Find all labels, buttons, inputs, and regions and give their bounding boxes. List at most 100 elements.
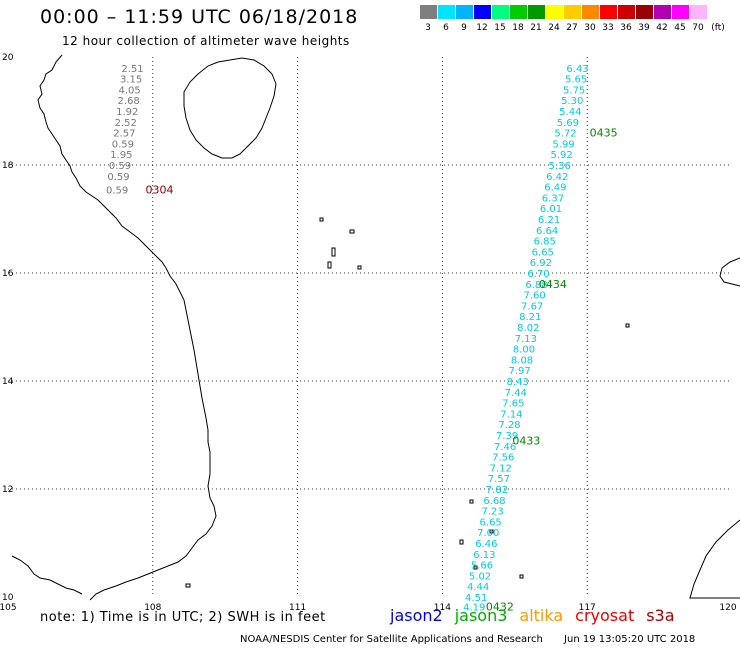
time-marker: 0304 xyxy=(146,183,174,196)
jason2-swh-value: 7.00 xyxy=(477,528,499,539)
scale-swatch-12 xyxy=(474,5,491,19)
time-marker: 0435 xyxy=(590,127,618,140)
cryosat-swh-value: 0.59 xyxy=(107,172,129,183)
credit-organization: NOAA/NESDIS Center for Satellite Applica… xyxy=(240,634,543,645)
scale-label-6: 6 xyxy=(443,23,449,33)
map-subtitle: 12 hour collection of altimeter wave hei… xyxy=(62,34,350,48)
jason2-swh-value: 8.08 xyxy=(511,355,533,366)
scale-swatch-42 xyxy=(654,5,671,19)
scale-label-27: 27 xyxy=(566,23,578,33)
lat-lon-grid xyxy=(8,57,732,597)
jason2-swh-value: 4.51 xyxy=(465,593,487,604)
lon-tick-label: 117 xyxy=(579,603,596,613)
scale-swatch-45 xyxy=(672,5,689,19)
vietnam-coastline xyxy=(37,54,217,601)
jason2-swh-value: 5.02 xyxy=(469,571,491,582)
cryosat-swh-value: 2.52 xyxy=(115,118,137,129)
con-dao-island xyxy=(185,583,191,588)
jason2-swh-value: 5.99 xyxy=(552,139,574,150)
jason2-swh-value: 8.21 xyxy=(519,312,541,323)
jason2-swh-value: 7.12 xyxy=(490,463,512,474)
scale-label-36: 36 xyxy=(620,23,632,33)
credit-timestamp: Jun 19 13:05:20 UTC 2018 xyxy=(564,634,696,645)
scale-label-3: 3 xyxy=(425,23,431,33)
lat-tick-label: 10 xyxy=(2,593,14,603)
coastline xyxy=(11,54,740,601)
scale-label-45: 45 xyxy=(674,23,686,33)
scale-label-39: 39 xyxy=(638,23,650,33)
jason2-swh-value: 5.36 xyxy=(549,161,571,172)
jason2-swh-value: 6.88 xyxy=(525,280,547,291)
scale-swatch-21 xyxy=(528,5,545,19)
paracel-islands xyxy=(319,217,362,270)
jason2-swh-value: 6.49 xyxy=(544,183,566,194)
jason2-swh-value: 6.85 xyxy=(534,237,556,248)
jason2-swh-value: 6.92 xyxy=(530,258,552,269)
scale-unit: (ft) xyxy=(711,23,725,33)
lon-tick-label: 108 xyxy=(144,603,161,613)
jason2-swh-value: 6.13 xyxy=(473,550,495,561)
scale-swatch-3 xyxy=(420,5,437,19)
jason2-swh-value: 5.66 xyxy=(471,561,493,572)
scale-label-30: 30 xyxy=(584,23,596,33)
jason2-swh-value: 6.01 xyxy=(540,204,562,215)
legend-altika: altika xyxy=(519,606,564,625)
scale-label-12: 12 xyxy=(476,23,488,33)
jason2-swh-value: 7.23 xyxy=(481,507,503,518)
jason2-swh-value: 6.65 xyxy=(532,247,554,258)
jason2-swh-value: 5.92 xyxy=(550,150,572,161)
jason2-swh-value: 5.44 xyxy=(559,107,581,118)
jason2-swh-value: 6.68 xyxy=(483,496,505,507)
cryosat-swh-value: 2.57 xyxy=(113,129,135,140)
cryosat-swh-value: 0.59 xyxy=(109,161,131,172)
jason2-swh-value: 7.44 xyxy=(505,388,527,399)
scale-swatch-15 xyxy=(492,5,509,19)
scale-label-18: 18 xyxy=(512,23,524,33)
jason2-swh-value: 7.67 xyxy=(521,301,543,312)
jason2-swh-value: 4.44 xyxy=(467,582,489,593)
scale-swatch-6 xyxy=(438,5,455,19)
jason2-swh-value: 6.42 xyxy=(546,172,568,183)
jason2-swh-value: 5.65 xyxy=(565,75,587,86)
gulf-of-thailand-coastline xyxy=(11,555,83,595)
cryosat-swh-value: 1.95 xyxy=(110,150,132,161)
time-markers: 0435 0434 0433 0432 0304 xyxy=(146,127,618,614)
cryosat-swh-value: 3.15 xyxy=(120,75,142,86)
lat-tick-label: 16 xyxy=(2,269,14,279)
lat-tick-label: 12 xyxy=(2,485,13,495)
units-note: note: 1) Time is in UTC; 2) SWH is in fe… xyxy=(40,610,326,625)
luzon-coastline xyxy=(719,257,740,287)
jason2-swh-value: 8.02 xyxy=(517,323,539,334)
jason2-swh-value: 6.37 xyxy=(542,193,564,204)
hainan-island xyxy=(183,57,277,159)
jason2-swh-value: 7.28 xyxy=(498,420,520,431)
time-marker: 0433 xyxy=(512,434,540,447)
cryosat-swh-value: 4.05 xyxy=(118,85,140,96)
jason2-swh-value: 7.56 xyxy=(492,453,514,464)
cryosat-swh-value: 0.59 xyxy=(106,185,128,196)
legend-cryosat: cryosat xyxy=(575,606,635,625)
jason2-swh-value: 5.69 xyxy=(557,118,579,129)
spratly-reefs xyxy=(459,323,630,579)
jason2-swh-value: 8.00 xyxy=(513,345,535,356)
credit-line: NOAA/NESDIS Center for Satellite Applica… xyxy=(240,634,713,645)
scale-swatch-36 xyxy=(618,5,635,19)
jason2-swh-value: 6.43 xyxy=(566,64,588,75)
scale-label-9: 9 xyxy=(461,23,467,33)
lon-tick-label: 105 xyxy=(0,603,17,613)
jason2-swh-value: 6.70 xyxy=(527,269,549,280)
lon-tick-label: 114 xyxy=(434,603,451,613)
jason2-swh-value: 7.65 xyxy=(502,399,524,410)
scale-swatch-33 xyxy=(600,5,617,19)
jason2-swh-value: 6.64 xyxy=(536,226,558,237)
lat-tick-label: 18 xyxy=(2,161,14,171)
scale-label-15: 15 xyxy=(494,23,506,33)
jason2-swh-value: 6.46 xyxy=(475,539,497,550)
legend-s3a: s3a xyxy=(646,606,675,625)
legend-jason3: jason3 xyxy=(454,606,508,625)
cryosat-swh-value: 0.59 xyxy=(112,139,134,150)
jason2-swh-value: 5.75 xyxy=(563,85,585,96)
scale-swatch-39 xyxy=(636,5,653,19)
lat-tick-label: 20 xyxy=(2,53,14,63)
